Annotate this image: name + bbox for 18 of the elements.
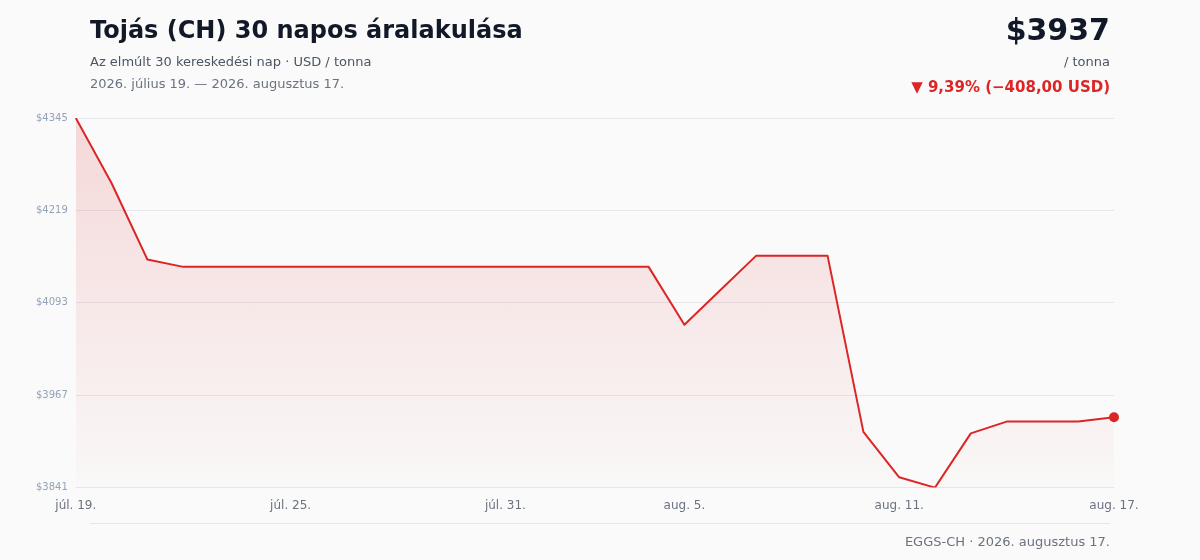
y-tick-label: $3967: [36, 388, 68, 400]
x-tick-label: aug. 5.: [663, 497, 706, 512]
y-tick-label: $3841: [36, 481, 68, 493]
x-tick-label: aug. 17.: [1089, 497, 1139, 512]
y-tick-label: $4219: [36, 203, 68, 215]
x-tick-label: aug. 11.: [874, 497, 924, 512]
x-tick-label: júl. 19.: [54, 497, 97, 512]
y-tick-label: $4093: [36, 296, 68, 308]
x-tick-label: júl. 31.: [483, 497, 526, 512]
text: 2026. július 19. — 2026. augusztus 17.: [90, 76, 345, 91]
text: $3937: [1005, 12, 1110, 47]
chart-title: Tojás (CH) 30 napos áralakulása: [90, 16, 523, 44]
y-tick-label: $4345: [36, 111, 68, 123]
chart-subtitle: Az elmúlt 30 kereskedési nap · USD / tonna: [90, 54, 372, 69]
text: / tonna: [1063, 54, 1110, 69]
x-tick-label: júl. 25.: [269, 497, 312, 512]
text: ▼ 9,39% (−408,00 USD): [911, 78, 1110, 96]
text: EGGS-CH · 2026. augusztus 17.: [904, 534, 1110, 549]
